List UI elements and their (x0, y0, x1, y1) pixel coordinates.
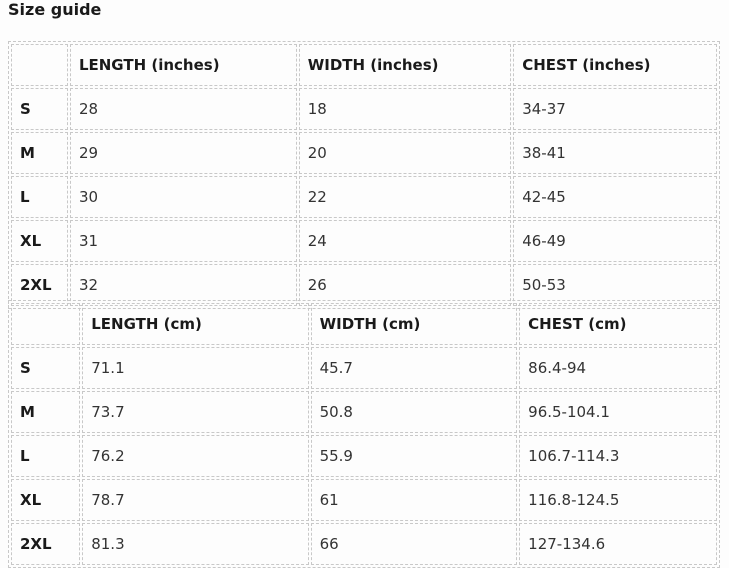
table-cell: 22 (298, 176, 512, 218)
table-cell: 76.2 (82, 435, 309, 477)
table-cell: 32 (69, 264, 297, 306)
table-row: 2XL 81.3 66 127-134.6 (11, 523, 717, 565)
column-header: LENGTH (cm) (82, 303, 309, 345)
table-cell: 34-37 (513, 88, 717, 130)
size-label: M (11, 132, 68, 174)
size-label: S (11, 88, 68, 130)
table-row: S 71.1 45.7 86.4-94 (11, 347, 717, 389)
table-header-row: LENGTH (cm) WIDTH (cm) CHEST (cm) (11, 303, 717, 345)
table-row: 2XL 32 26 50-53 (11, 264, 717, 306)
table-row: S 28 18 34-37 (11, 88, 717, 130)
size-label: XL (11, 479, 81, 521)
table-cell: 86.4-94 (519, 347, 717, 389)
table-cell: 73.7 (82, 391, 309, 433)
size-label: L (11, 176, 68, 218)
size-label: L (11, 435, 81, 477)
page-title: Size guide (8, 0, 102, 19)
table-cell: 55.9 (310, 435, 518, 477)
size-label: XL (11, 220, 68, 262)
table-cell: 45.7 (310, 347, 518, 389)
table-row: XL 78.7 61 116.8-124.5 (11, 479, 717, 521)
table-cell: 42-45 (513, 176, 717, 218)
table-cell: 66 (310, 523, 518, 565)
table-row: M 29 20 38-41 (11, 132, 717, 174)
table-row: XL 31 24 46-49 (11, 220, 717, 262)
table-cell: 18 (298, 88, 512, 130)
table-cell: 30 (69, 176, 297, 218)
column-header: LENGTH (inches) (69, 44, 297, 86)
table-cell: 116.8-124.5 (519, 479, 717, 521)
column-header (11, 44, 68, 86)
table-cell: 96.5-104.1 (519, 391, 717, 433)
column-header (11, 303, 81, 345)
table-cell: 71.1 (82, 347, 309, 389)
table-cell: 24 (298, 220, 512, 262)
size-table-cm: LENGTH (cm) WIDTH (cm) CHEST (cm) S 71.1 45.… (8, 300, 720, 568)
table-cell: 26 (298, 264, 512, 306)
table-header-row: LENGTH (inches) WIDTH (inches) CHEST (inch… (11, 44, 717, 86)
table-cell: 20 (298, 132, 512, 174)
column-header: WIDTH (inches) (298, 44, 512, 86)
size-label: 2XL (11, 523, 81, 565)
table-cell: 29 (69, 132, 297, 174)
table-cell: 78.7 (82, 479, 309, 521)
table-cell: 81.3 (82, 523, 309, 565)
table-cell: 38-41 (513, 132, 717, 174)
table-cell: 50-53 (513, 264, 717, 306)
table-cell: 127-134.6 (519, 523, 717, 565)
table-row: L 76.2 55.9 106.7-114.3 (11, 435, 717, 477)
size-label: S (11, 347, 81, 389)
column-header: CHEST (cm) (519, 303, 717, 345)
table-row: L 30 22 42-45 (11, 176, 717, 218)
size-label: M (11, 391, 81, 433)
table-cell: 50.8 (310, 391, 518, 433)
size-label: 2XL (11, 264, 68, 306)
column-header: CHEST (inches) (513, 44, 717, 86)
table-cell: 46-49 (513, 220, 717, 262)
table-cell: 106.7-114.3 (519, 435, 717, 477)
size-table-inches: LENGTH (inches) WIDTH (inches) CHEST (inch… (8, 41, 720, 309)
column-header: WIDTH (cm) (310, 303, 518, 345)
table-cell: 31 (69, 220, 297, 262)
table-cell: 61 (310, 479, 518, 521)
table-row: M 73.7 50.8 96.5-104.1 (11, 391, 717, 433)
table-cell: 28 (69, 88, 297, 130)
